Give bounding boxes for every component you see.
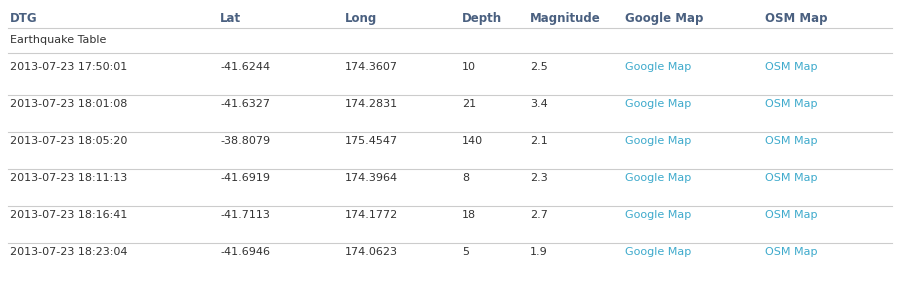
Text: -41.6327: -41.6327 [220,99,270,109]
Text: 1.9: 1.9 [530,247,548,257]
Text: 18: 18 [462,210,476,220]
Text: 2013-07-23 18:01:08: 2013-07-23 18:01:08 [10,99,128,109]
Text: 8: 8 [462,173,469,183]
Text: -41.6946: -41.6946 [220,247,270,257]
Text: 2013-07-23 17:50:01: 2013-07-23 17:50:01 [10,62,127,72]
Text: DTG: DTG [10,12,38,25]
Text: 5: 5 [462,247,469,257]
Text: Long: Long [345,12,377,25]
Text: 21: 21 [462,99,476,109]
Text: Google Map: Google Map [625,62,691,72]
Text: 140: 140 [462,136,483,146]
Text: 174.1772: 174.1772 [345,210,398,220]
Text: OSM Map: OSM Map [765,136,817,146]
Text: 174.2831: 174.2831 [345,99,398,109]
Text: Google Map: Google Map [625,99,691,109]
Text: 2.3: 2.3 [530,173,548,183]
Text: OSM Map: OSM Map [765,12,827,25]
Text: 2013-07-23 18:11:13: 2013-07-23 18:11:13 [10,173,127,183]
Text: Earthquake Table: Earthquake Table [10,35,106,45]
Text: 2.1: 2.1 [530,136,548,146]
Text: 3.4: 3.4 [530,99,548,109]
Text: 2.5: 2.5 [530,62,548,72]
Text: 174.3964: 174.3964 [345,173,398,183]
Text: 174.0623: 174.0623 [345,247,398,257]
Text: Lat: Lat [220,12,241,25]
Text: -41.6919: -41.6919 [220,173,270,183]
Text: 2013-07-23 18:05:20: 2013-07-23 18:05:20 [10,136,128,146]
Text: 2013-07-23 18:23:04: 2013-07-23 18:23:04 [10,247,128,257]
Text: Google Map: Google Map [625,173,691,183]
Text: Google Map: Google Map [625,247,691,257]
Text: OSM Map: OSM Map [765,99,817,109]
Text: Google Map: Google Map [625,12,704,25]
Text: Google Map: Google Map [625,136,691,146]
Text: OSM Map: OSM Map [765,247,817,257]
Text: 2.7: 2.7 [530,210,548,220]
Text: Magnitude: Magnitude [530,12,601,25]
Text: -41.7113: -41.7113 [220,210,270,220]
Text: Depth: Depth [462,12,502,25]
Text: 175.4547: 175.4547 [345,136,398,146]
Text: 2013-07-23 18:16:41: 2013-07-23 18:16:41 [10,210,128,220]
Text: -41.6244: -41.6244 [220,62,270,72]
Text: OSM Map: OSM Map [765,62,817,72]
Text: OSM Map: OSM Map [765,210,817,220]
Text: 174.3607: 174.3607 [345,62,398,72]
Text: Google Map: Google Map [625,210,691,220]
Text: OSM Map: OSM Map [765,173,817,183]
Text: -38.8079: -38.8079 [220,136,270,146]
Text: 10: 10 [462,62,476,72]
